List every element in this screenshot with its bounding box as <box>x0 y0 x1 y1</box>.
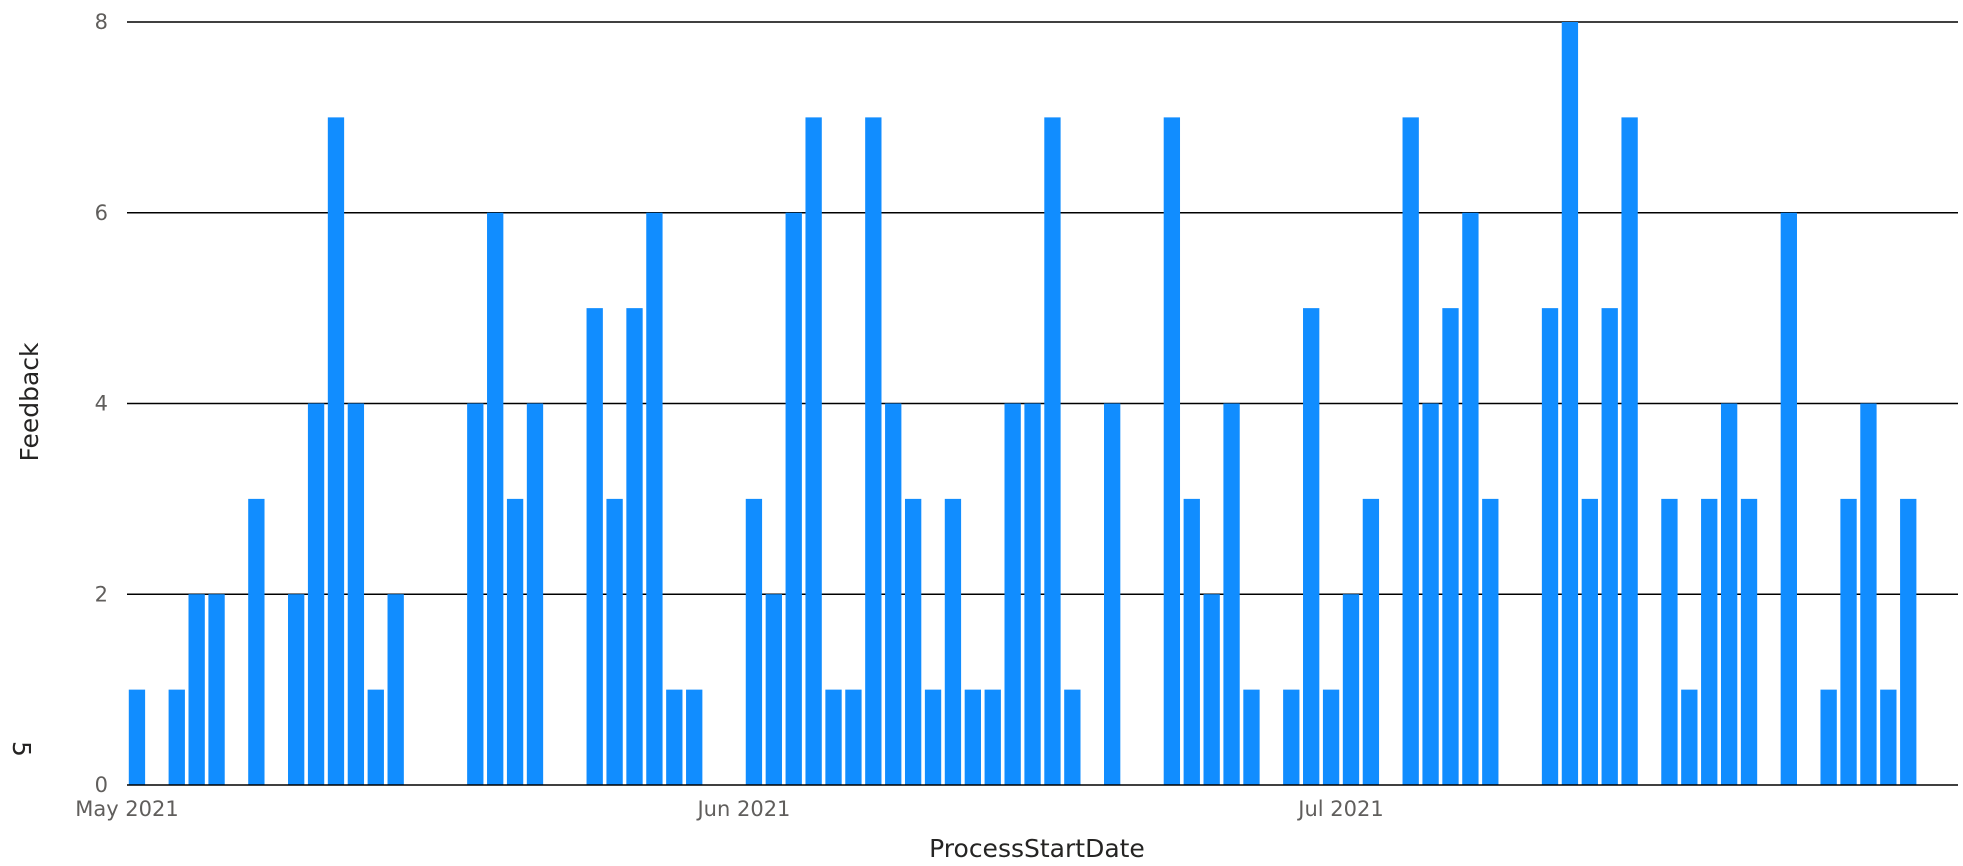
x-tick-label: Jun 2021 <box>695 797 790 821</box>
bar-2021-06-26 <box>1243 689 1260 786</box>
x-tick-label: Jul 2021 <box>1296 797 1383 821</box>
bar-2021-07-06 <box>1442 308 1459 786</box>
bar-2021-07-18 <box>1681 689 1698 786</box>
bar-2021-07-02 <box>1362 498 1380 786</box>
bar-2021-06-23 <box>1183 498 1200 786</box>
y-tick-label: 0 <box>95 773 108 797</box>
bar-2021-07-20 <box>1720 403 1738 785</box>
bar-2021-07-01 <box>1342 594 1360 785</box>
y-axis-title: Feedback <box>15 342 44 462</box>
bar-2021-05-07 <box>248 498 265 786</box>
bar-2021-06-24 <box>1203 594 1220 785</box>
bar-2021-05-24 <box>586 308 603 786</box>
y-tick-label: 8 <box>95 10 108 34</box>
bar-2021-07-12 <box>1561 22 1579 785</box>
bar-2021-07-28 <box>1880 689 1897 786</box>
bar-2021-07-08 <box>1482 498 1499 786</box>
y-tick-label: 4 <box>95 392 108 416</box>
bar-2021-05-11 <box>327 117 345 786</box>
bar-2021-07-23 <box>1780 212 1797 785</box>
side-number-label: 5 <box>7 741 36 757</box>
y-tick-label: 2 <box>95 582 108 606</box>
bar-2021-05-14 <box>387 594 404 785</box>
bar-2021-06-04 <box>805 117 822 786</box>
bar-2021-05-21 <box>526 403 544 785</box>
bar-2021-06-08 <box>885 403 902 785</box>
bar-2021-06-15 <box>1024 403 1041 785</box>
bar-2021-05-19 <box>487 212 504 785</box>
bar-2021-07-04 <box>1402 117 1419 786</box>
bar-2021-06-02 <box>765 594 782 785</box>
bar-2021-05-12 <box>347 403 365 785</box>
gridlines <box>127 21 1958 595</box>
bar-2021-07-07 <box>1462 212 1479 785</box>
bar-2021-06-13 <box>984 689 1001 786</box>
bar-2021-05-10 <box>307 403 325 785</box>
bar-2021-05-04 <box>188 594 205 785</box>
bar-2021-05-01 <box>128 689 146 786</box>
bars <box>128 22 1917 786</box>
bar-2021-06-07 <box>865 117 882 786</box>
bar-2021-07-15 <box>1621 117 1638 786</box>
bar-2021-06-30 <box>1322 689 1340 786</box>
bar-2021-07-17 <box>1661 498 1678 786</box>
bar-2021-07-19 <box>1701 498 1718 786</box>
bar-2021-06-25 <box>1223 403 1240 785</box>
bar-2021-05-03 <box>168 689 185 786</box>
bar-2021-05-05 <box>208 594 225 785</box>
bar-2021-05-20 <box>506 498 524 786</box>
x-axis-title: ProcessStartDate <box>929 834 1145 863</box>
bar-2021-05-09 <box>288 594 305 785</box>
y-tick-label: 6 <box>95 201 108 225</box>
bar-2021-06-03 <box>785 212 802 785</box>
bar-2021-06-05 <box>825 689 842 786</box>
bar-2021-06-01 <box>745 498 763 786</box>
bar-2021-07-26 <box>1840 498 1857 786</box>
bar-2021-06-16 <box>1044 117 1061 786</box>
bar-2021-06-29 <box>1303 308 1320 786</box>
y-axis-tick-labels: 0 2 4 6 8 <box>95 10 108 797</box>
bar-2021-05-13 <box>367 689 384 786</box>
bar-2021-07-05 <box>1422 403 1439 785</box>
bar-2021-06-17 <box>1064 689 1081 786</box>
x-axis-tick-labels: May 2021 Jun 2021 Jul 2021 <box>75 797 1384 821</box>
bar-2021-07-11 <box>1541 308 1559 786</box>
bar-2021-05-25 <box>606 498 623 786</box>
bar-2021-06-14 <box>1004 403 1021 785</box>
bar-2021-07-25 <box>1820 689 1837 786</box>
bar-2021-07-13 <box>1581 498 1598 786</box>
bar-2021-07-14 <box>1601 308 1618 786</box>
bar-2021-07-21 <box>1740 498 1758 786</box>
bar-2021-06-19 <box>1104 403 1121 785</box>
bar-2021-06-10 <box>924 689 942 786</box>
bar-2021-06-22 <box>1163 117 1181 786</box>
bar-2021-07-27 <box>1860 403 1877 785</box>
bar-2021-05-26 <box>626 308 643 786</box>
bar-2021-06-11 <box>944 498 962 786</box>
bar-2021-06-12 <box>964 689 981 786</box>
bar-2021-05-18 <box>467 403 484 785</box>
bar-2021-06-28 <box>1283 689 1300 786</box>
bar-2021-05-29 <box>686 689 703 786</box>
bar-2021-06-09 <box>904 498 922 786</box>
x-tick-label: May 2021 <box>75 797 179 821</box>
bar-2021-05-28 <box>666 689 683 786</box>
bar-2021-06-06 <box>845 689 862 786</box>
bar-2021-05-27 <box>646 212 663 785</box>
bar-2021-07-29 <box>1900 498 1917 786</box>
